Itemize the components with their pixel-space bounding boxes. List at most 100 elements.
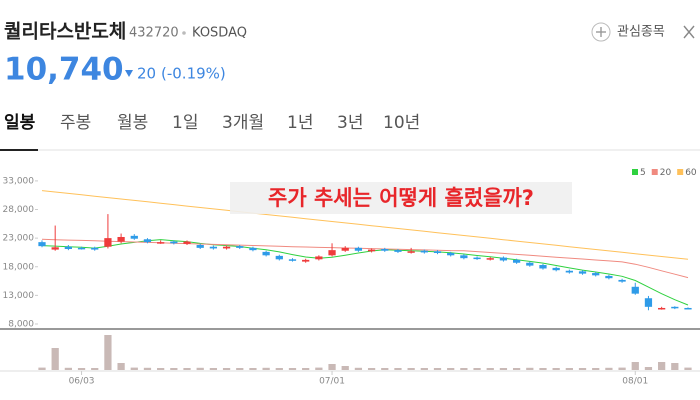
period-tab[interactable]: 3개월: [222, 113, 264, 133]
candle-body: [644, 298, 653, 307]
candle-body: [367, 249, 376, 252]
y-tick-label: 8,000: [8, 319, 34, 329]
volume-bar: [130, 367, 138, 370]
volume-bar: [77, 368, 86, 370]
volume-bar: [460, 368, 468, 370]
volume-bar: [684, 367, 692, 370]
candle-body: [341, 247, 349, 251]
volume-bar: [367, 368, 376, 370]
volume-bar: [341, 366, 349, 370]
candle-body: [51, 247, 59, 250]
plot-area: 8,000 13,000 18,000 23,000 28,000 33,000 06/03…: [0, 168, 700, 387]
candle-body: [38, 242, 46, 247]
y-tick-label: 13,000: [3, 291, 35, 301]
volume-bar: [91, 368, 99, 370]
x-tick-label: 08/01: [622, 377, 648, 387]
candle-body: [183, 241, 191, 244]
close-icon-stroke[interactable]: [683, 25, 695, 39]
volume-bar: [104, 335, 112, 370]
candle-body: [671, 306, 679, 309]
volume-bar: [578, 368, 587, 370]
period-tab[interactable]: 주봉: [60, 113, 91, 133]
volume-bar: [262, 367, 270, 370]
legend-label: 5: [640, 168, 646, 178]
price-change: 20: [137, 65, 156, 83]
annotation-background: [230, 182, 572, 214]
legend-label: 20: [660, 168, 672, 178]
candle-body: [64, 246, 72, 250]
candle-body: [143, 239, 152, 243]
y-tick-label: 23,000: [3, 234, 35, 244]
volume-bar: [354, 367, 363, 370]
candle-body: [658, 307, 666, 310]
candle-body: [407, 251, 415, 253]
volume-bar: [249, 368, 257, 370]
period-tabs: 일봉 주봉 월봉 1일 3개월 1년 3년 10년: [4, 113, 420, 133]
period-tab[interactable]: 1일: [172, 113, 198, 133]
volume-bar: [209, 368, 218, 370]
candle-body: [275, 255, 283, 260]
watch-label[interactable]: 관심종목: [617, 25, 665, 40]
candle-body: [592, 273, 600, 276]
candle-body: [433, 251, 442, 254]
candle-body: [539, 265, 547, 269]
watch-button[interactable]: 관심종목: [591, 22, 665, 42]
volume-bar: [552, 368, 560, 370]
volume-bar: [157, 368, 165, 370]
period-tab[interactable]: 1년: [287, 113, 313, 133]
candle-body: [157, 242, 165, 244]
volume-bar: [618, 367, 626, 370]
volume-bar: [539, 368, 547, 370]
candle-body: [512, 259, 521, 263]
moving-average-line: [41, 190, 689, 260]
candle-body: [249, 247, 257, 251]
price-change-pct: (-0.19%): [161, 65, 226, 83]
candle-body: [394, 250, 402, 252]
candle-body: [447, 253, 455, 256]
candle-body: [315, 256, 323, 260]
close-icon[interactable]: [683, 25, 695, 39]
volume-bar: [236, 368, 244, 370]
candle-body: [578, 271, 587, 274]
candle-body: [631, 286, 639, 294]
candle-body: [354, 247, 363, 251]
candle-body: [526, 262, 534, 266]
candle-body: [104, 238, 112, 247]
volume-bar: [631, 362, 639, 370]
period-tab[interactable]: 월봉: [117, 113, 148, 133]
candle-body: [420, 250, 428, 253]
watch-icon[interactable]: [591, 22, 611, 42]
volume-bar: [302, 368, 310, 370]
candle-body: [565, 270, 573, 273]
candle-body: [605, 275, 613, 279]
candle-body: [130, 235, 138, 239]
legend-label: 60: [685, 168, 697, 178]
volume-bar: [565, 368, 573, 370]
candle-body: [302, 259, 310, 262]
period-tab[interactable]: 10년: [383, 113, 420, 133]
candle-body: [170, 241, 178, 244]
volume-bar: [381, 368, 389, 370]
volume-bar: [117, 363, 125, 370]
volume-bar: [473, 368, 481, 370]
volume-bar: [196, 367, 204, 370]
volume-bar: [38, 367, 46, 370]
legend-swatch: [651, 169, 658, 175]
separator-dot: [182, 31, 186, 35]
volume-bar: [420, 368, 428, 370]
volume-bar: [433, 368, 442, 370]
legend-swatch: [632, 169, 638, 175]
current-price: 10,740: [4, 52, 124, 88]
candle-body: [209, 246, 218, 249]
candle-body: [486, 258, 494, 260]
candle-body: [77, 247, 86, 250]
period-tab[interactable]: 일봉: [4, 113, 36, 133]
volume-bar: [644, 367, 653, 370]
volume-bar: [183, 368, 191, 370]
volume-bar: [288, 368, 297, 370]
legend-swatch: [677, 169, 684, 175]
candle-body: [618, 279, 626, 282]
candle-body: [684, 307, 692, 310]
volume-bar: [51, 348, 59, 370]
period-tab[interactable]: 3년: [337, 113, 363, 133]
